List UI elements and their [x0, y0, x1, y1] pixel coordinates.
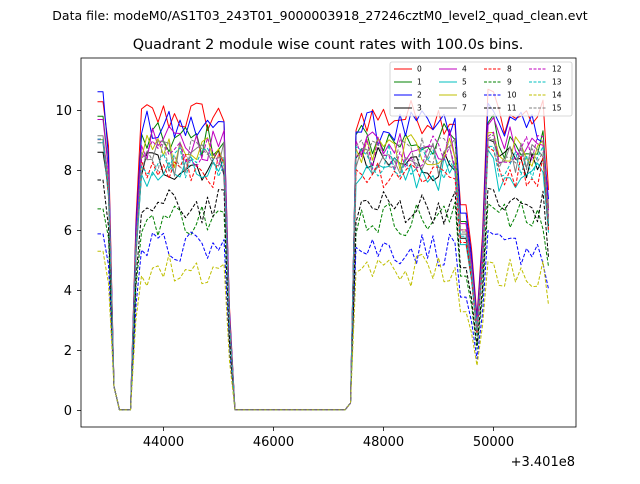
legend-label-3: 3 [417, 104, 422, 113]
x-tick-label: 46000 [253, 435, 294, 450]
legend-label-2: 2 [417, 91, 422, 100]
legend-label-12: 12 [552, 65, 562, 74]
series-line-11 [97, 179, 549, 411]
legend-label-7: 7 [462, 104, 467, 113]
plot-area-frame [80, 57, 577, 428]
y-tick-label: 0 [64, 404, 72, 419]
x-tick-label: 48000 [363, 435, 404, 450]
y-tick-label: 4 [64, 284, 72, 299]
x-axis-offset-label: +3.401e8 [511, 455, 575, 470]
data-file-title: Data file: modeM0/AS1T03_243T01_90000039… [52, 8, 587, 23]
legend-label-11: 11 [507, 104, 517, 113]
legend-label-0: 0 [417, 65, 422, 74]
series-line-14 [97, 250, 549, 411]
legend-label-8: 8 [507, 65, 512, 74]
axis-layer: 44000 46000 48000 50000 0 2 4 6 8 10 [55, 104, 514, 450]
series-layer [97, 88, 549, 411]
legend-label-15: 15 [552, 104, 562, 113]
y-tick-label: 2 [64, 344, 72, 359]
y-tick-label: 8 [64, 164, 72, 179]
legend-label-4: 4 [462, 65, 467, 74]
legend-label-1: 1 [417, 78, 422, 87]
legend-box [389, 61, 573, 117]
y-tick-label: 6 [64, 224, 72, 239]
legend-label-9: 9 [507, 78, 512, 87]
legend-label-10: 10 [507, 91, 517, 100]
x-tick-label: 44000 [143, 435, 184, 450]
legend-label-13: 13 [552, 78, 562, 87]
legend-label-14: 14 [552, 91, 562, 100]
x-tick-label: 50000 [473, 435, 514, 450]
legend-label-5: 5 [462, 78, 467, 87]
y-tick-label: 10 [55, 104, 72, 119]
chart-title: Quadrant 2 module wise count rates with … [133, 37, 524, 53]
legend-label-6: 6 [462, 91, 467, 100]
series-line-9 [97, 200, 549, 411]
